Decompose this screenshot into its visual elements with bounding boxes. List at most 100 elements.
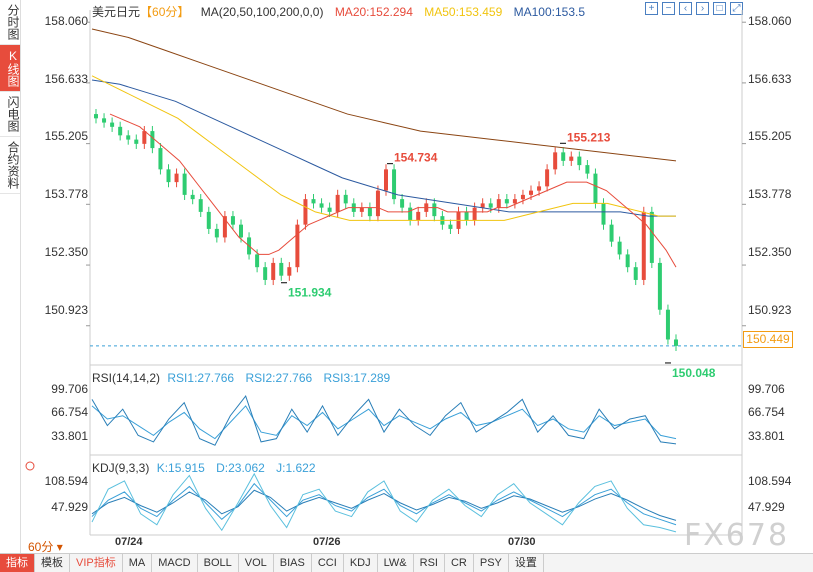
- kdj-title[interactable]: KDJ(9,3,3): [92, 461, 150, 475]
- ma-settings-label[interactable]: MA(20,50,100,200,0,0): [200, 5, 324, 19]
- indicator-settings[interactable]: 设置: [509, 554, 544, 572]
- scroll-right-icon[interactable]: ›: [696, 2, 709, 15]
- zoom-out-icon[interactable]: −: [662, 2, 675, 15]
- ma20-line: [109, 113, 677, 268]
- candle-body: [118, 126, 123, 136]
- indicator-vip[interactable]: VIP指标: [70, 554, 123, 572]
- ma50-line: [91, 75, 676, 221]
- indicator-lw[interactable]: LW&: [378, 554, 414, 572]
- tab-flash[interactable]: 闪电图: [0, 92, 20, 137]
- indicator-psy[interactable]: PSY: [474, 554, 509, 572]
- price-tick-left-1: 158.060: [44, 14, 88, 28]
- kdj-d-value: D:23.062: [216, 461, 265, 475]
- kdj-d-line: [91, 489, 677, 521]
- candle-body: [126, 135, 131, 140]
- indicator-boll[interactable]: BOLL: [198, 554, 239, 572]
- price-tick-left-5: 152.350: [44, 245, 88, 259]
- last-price-tag: 150.449: [743, 331, 793, 348]
- indicator-tab-main[interactable]: 指标: [0, 554, 35, 572]
- candle-body: [585, 165, 590, 174]
- kdj-tick-left-2: 47.929: [51, 500, 88, 514]
- extreme-label: 155.213: [567, 130, 611, 144]
- candle-body: [190, 194, 195, 200]
- candle-body: [408, 207, 413, 221]
- kdj-k-value: K:15.915: [156, 461, 205, 475]
- price-tick-right-1: 158.060: [748, 14, 792, 28]
- indicator-kdj[interactable]: KDJ: [344, 554, 378, 572]
- price-tick-right-4: 153.778: [748, 187, 792, 201]
- price-tick-right-2: 156.633: [748, 72, 792, 86]
- price-tick-right-6: 150.923: [748, 303, 792, 317]
- rsi1-value: RSI1:27.766: [167, 371, 235, 385]
- chart-toolbar: + − ‹ › □ ⤢: [645, 2, 743, 15]
- candle-body: [311, 199, 316, 204]
- candle-body: [641, 211, 646, 280]
- candle-body: [182, 173, 187, 195]
- x-label-2: 07/26: [313, 536, 341, 548]
- x-label-1: 07/24: [115, 536, 143, 548]
- indicator-ma[interactable]: MA: [123, 554, 153, 572]
- candle-body: [633, 267, 638, 280]
- candle-body: [504, 199, 509, 204]
- candle-body: [158, 148, 163, 170]
- candle-body: [166, 169, 171, 183]
- fullscreen-icon[interactable]: ⤢: [730, 2, 743, 15]
- kdj-tick-right-1: 108.594: [748, 474, 792, 488]
- indicator-template[interactable]: 模板: [35, 554, 70, 572]
- rsi1-line: [91, 405, 677, 440]
- tab-kline[interactable]: K线图: [0, 45, 20, 92]
- candle-body: [255, 254, 260, 268]
- price-tick-left-2: 156.633: [44, 72, 88, 86]
- rsi-tick-left-1: 99.706: [51, 382, 88, 396]
- candle-body: [488, 203, 493, 208]
- candle-body: [230, 216, 235, 225]
- kdj-tick-left-1: 108.594: [44, 474, 88, 488]
- candle-body: [649, 211, 654, 263]
- candle-body: [287, 267, 292, 276]
- indicator-bias[interactable]: BIAS: [274, 554, 312, 572]
- rsi-title[interactable]: RSI(14,14,2): [92, 371, 161, 385]
- indicator-cr[interactable]: CR: [445, 554, 474, 572]
- candle-body: [110, 122, 115, 127]
- kdj-legend: KDJ(9,3,3) K:15.915 D:23.062 J:1.622: [92, 461, 324, 475]
- candle-body: [198, 199, 203, 212]
- indicator-rsi[interactable]: RSI: [414, 554, 445, 572]
- candle-body: [512, 199, 517, 204]
- extreme-label: 154.734: [394, 151, 438, 165]
- candle-body: [142, 131, 147, 144]
- tab-timeshare[interactable]: 分时图: [0, 0, 20, 45]
- zoom-in-icon[interactable]: +: [645, 2, 658, 15]
- indicator-cci[interactable]: CCI: [312, 554, 344, 572]
- rsi2-value: RSI2:27.766: [245, 371, 313, 385]
- candle-body: [569, 156, 574, 161]
- rsi-tick-right-1: 99.706: [748, 382, 785, 396]
- candle-body: [335, 194, 340, 212]
- ma100-value: MA100:153.5: [513, 5, 586, 19]
- candle-body: [295, 224, 300, 268]
- price-legend: 美元日元【60分】 MA(20,50,100,200,0,0) MA20:152…: [92, 3, 593, 20]
- rsi-tick-left-2: 66.754: [51, 405, 88, 419]
- indicator-macd[interactable]: MACD: [152, 554, 198, 572]
- candle-body: [545, 169, 550, 187]
- candle-body: [303, 199, 308, 225]
- symbol-label: 美元日元: [92, 5, 141, 19]
- ma50-value: MA50:153.459: [424, 5, 503, 19]
- tab-contract-info[interactable]: 合约资料: [0, 137, 20, 194]
- candle-body: [319, 203, 324, 208]
- candle-body: [416, 211, 421, 221]
- ma200-line: [91, 28, 677, 162]
- price-tick-right-3: 155.205: [748, 129, 792, 143]
- scroll-left-icon[interactable]: ‹: [679, 2, 692, 15]
- candle-body: [665, 309, 670, 340]
- price-tick-left-6: 150.923: [44, 303, 88, 317]
- candle-body: [384, 169, 388, 191]
- chart-canvas[interactable]: 154.734 155.213 151.934 150.048: [0, 0, 813, 553]
- price-tick-left-4: 153.778: [44, 187, 88, 201]
- candle-body: [134, 139, 139, 144]
- indicator-vol[interactable]: VOL: [239, 554, 274, 572]
- price-tick-right-5: 152.350: [748, 245, 792, 259]
- fit-icon[interactable]: □: [713, 2, 726, 15]
- candle-body: [359, 207, 364, 212]
- candle-body: [271, 262, 276, 280]
- period-selector[interactable]: 60分 ▾: [28, 540, 63, 554]
